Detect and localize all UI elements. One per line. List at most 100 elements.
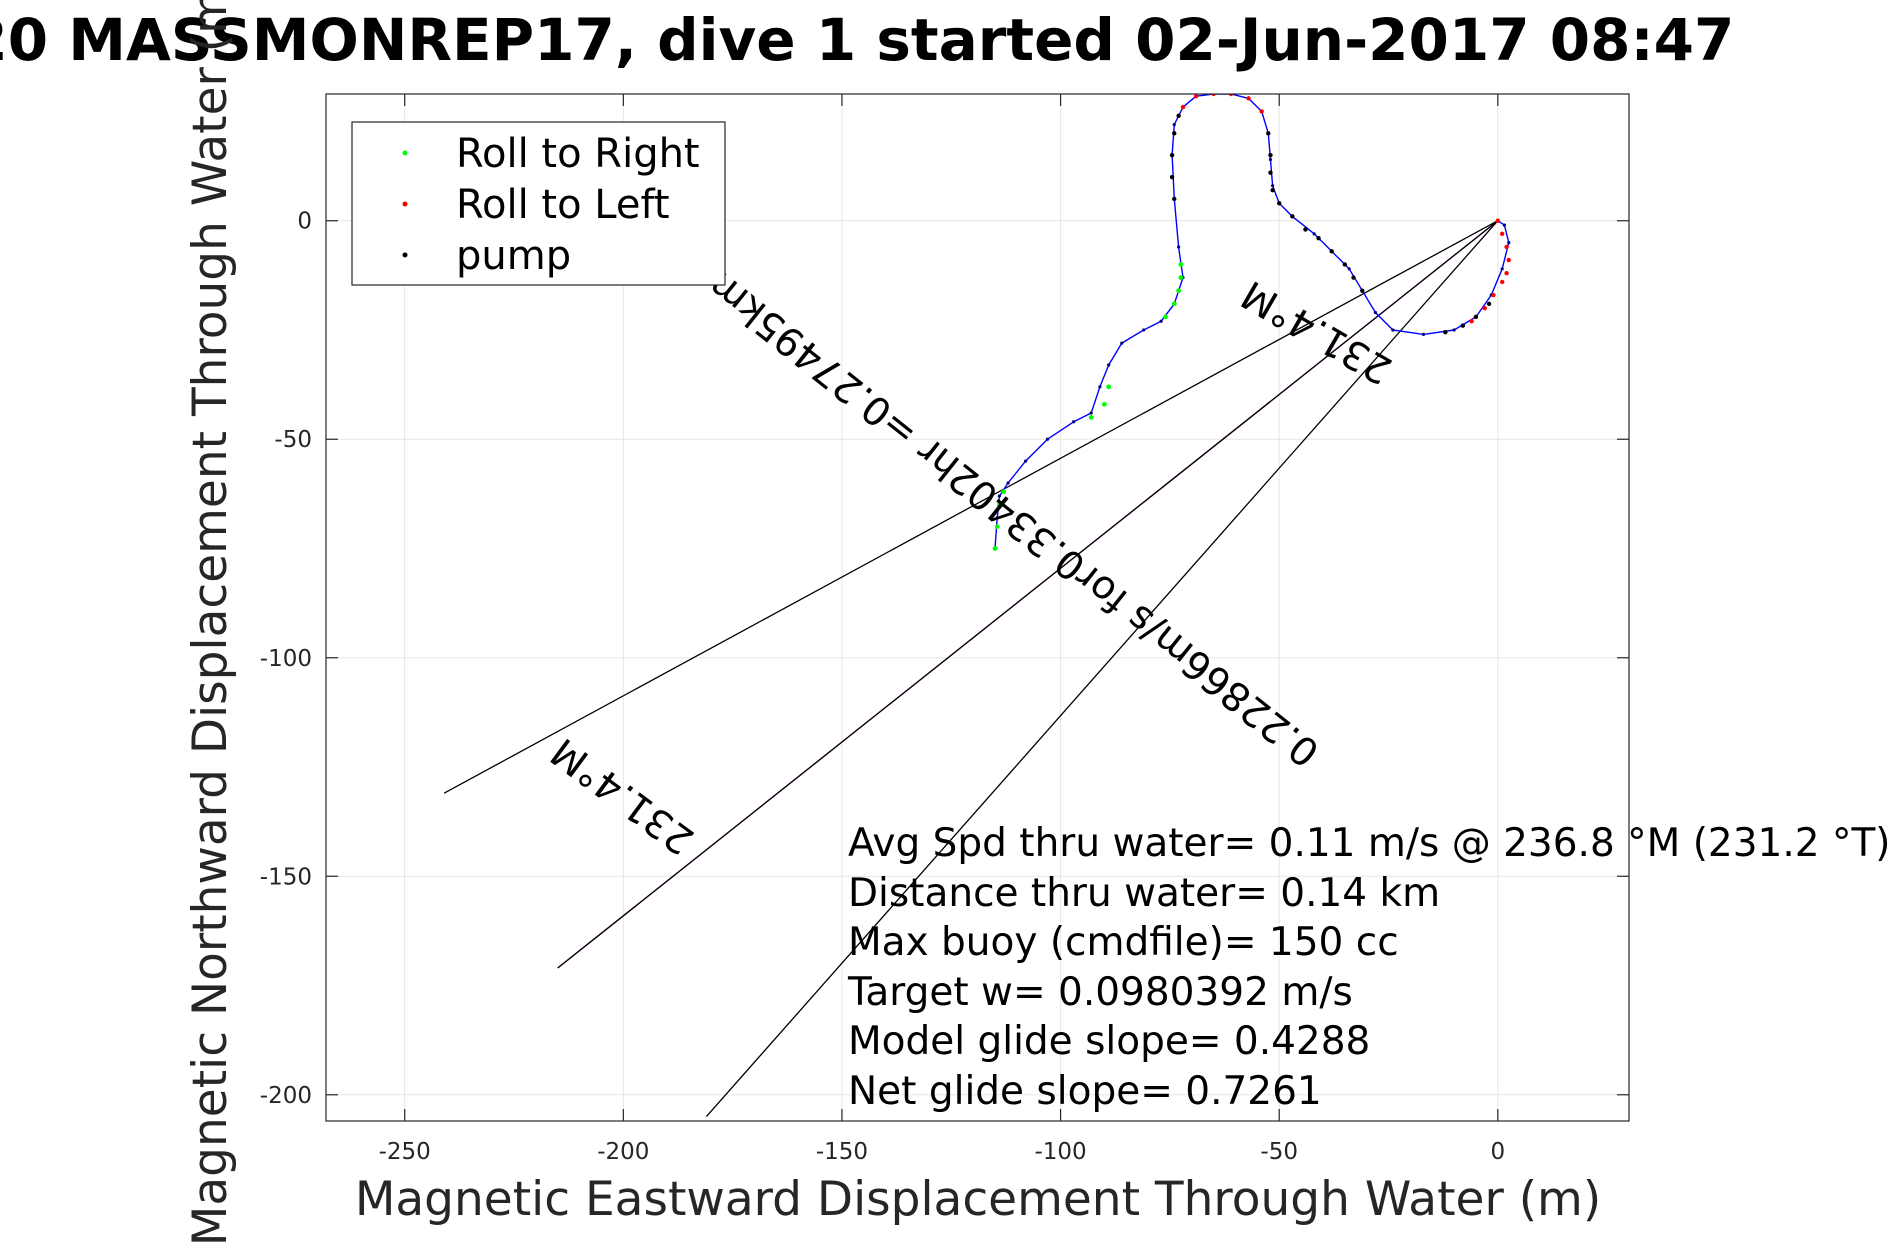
roll-left-point [1180,104,1186,110]
track-point [1347,267,1351,271]
pump-point [1169,152,1175,158]
roll-right-point [992,546,998,551]
track-point [1312,232,1316,236]
pump-point [1360,288,1365,293]
track-point [1452,328,1456,332]
pump-point [1268,170,1273,175]
roll-left-point [1469,319,1474,324]
legend: Roll to Right Roll to Left pump [351,121,726,286]
roll-right-point [1163,314,1168,320]
track-line [994,94,1510,549]
pump-point [1351,275,1356,280]
pump-point [1172,131,1177,136]
x-tick-label: -150 [816,1139,868,1165]
track-point [1271,184,1275,188]
track-point [1159,319,1163,323]
y-tick-label: -200 [260,1083,312,1109]
roll-right-point [1171,301,1177,307]
track-point [1391,328,1395,332]
annot-max-buoy: Max buoy (cmdfile)= 150 cc [848,920,1399,965]
pump-point [1473,314,1479,320]
y-axis-label: Magnetic Northward Displacement Through … [183,0,238,1246]
annot-model-glide: Model glide slope= 0.4288 [848,1019,1370,1064]
legend-marker-pump [402,252,408,258]
pump-point [1316,236,1321,241]
legend-label-roll-left: Roll to Left [456,182,670,228]
pump-point [1486,301,1492,306]
track-point [1023,459,1028,463]
pump-point [1169,174,1175,180]
annot-avg-speed: Avg Spd thru water= 0.11 m/s @ 236.8 °M … [848,821,1890,866]
pump-point [1460,323,1466,328]
y-tick-label: 0 [297,209,312,235]
legend-label-pump: pump [456,233,571,279]
y-tick-label: -150 [260,864,312,890]
x-tick-label: -100 [1034,1139,1086,1165]
roll-left-point [1504,270,1509,276]
legend-marker-roll-left [402,201,408,207]
x-axis: -250 -200 -150 -100 -50 0 [379,94,1506,1165]
x-axis-label: Magnetic Eastward Displacement Through W… [355,1172,1601,1227]
legend-label-roll-right: Roll to Right [456,131,700,177]
pump-point [1329,249,1334,254]
track-point [1421,332,1426,336]
roll-left-point [1506,257,1511,263]
roll-left-point [1193,94,1199,99]
track-point [1045,437,1050,441]
roll-right-point [1178,262,1184,267]
track [992,94,1511,551]
roll-right-point [1101,401,1107,407]
track-point [1500,267,1504,271]
pump-point [1270,187,1275,193]
annot-net-glide: Net glide slope= 0.7261 [848,1069,1322,1114]
grid [326,94,1629,1121]
chart-title: SG620 MASSMONREP17, dive 1 started 02-Ju… [0,6,1734,74]
track-point [1502,223,1506,227]
roll-left-point [1504,244,1509,250]
track-point [1089,411,1093,415]
plot-frame [325,93,1630,1122]
track-point [1507,240,1511,245]
track-point [1177,245,1181,249]
y-tick-label: -100 [260,646,312,672]
roll-left-point [1259,109,1264,114]
roll-left-point [1246,96,1251,101]
roll-right-point [1001,489,1007,495]
track-point [997,494,1001,498]
pump-point [1172,196,1177,202]
pump-point [1342,262,1347,267]
pump-point [1303,227,1308,232]
x-tick-label: 0 [1491,1139,1506,1165]
roll-left-point [1482,305,1487,311]
x-tick-label: -50 [1260,1139,1298,1165]
pump-point [1290,214,1295,219]
pump-point [1268,152,1273,158]
pump-point [1266,131,1271,136]
track-point [1172,122,1176,127]
track-point [1120,341,1124,345]
track-point [995,516,999,520]
roll-left-point [1499,231,1505,237]
reference-line-1 [443,220,1499,794]
track-point [1142,328,1146,332]
track-point [1072,420,1076,424]
roll-right-point [994,524,1000,530]
pump-point [1277,201,1282,206]
reference-line-2 [705,220,1499,1118]
pump-point [1176,113,1181,119]
x-tick-label: -250 [379,1139,431,1165]
legend-marker-roll-right [402,150,408,156]
track-point [1098,385,1102,389]
y-axis: -200 -150 -100 -50 0 [260,209,1629,1109]
y-tick-label: -50 [274,427,312,453]
roll-right-point [996,502,1002,508]
annot-distance: Distance thru water= 0.14 km [848,871,1440,916]
roll-left-point [1491,292,1496,298]
pump-point [1443,329,1448,335]
track-point [1373,310,1377,315]
roll-left-point [1499,279,1505,285]
legend-box [351,121,726,286]
summary-annotations: Avg Spd thru water= 0.11 m/s @ 236.8 °M … [847,821,1890,1114]
roll-right-point [1176,288,1182,294]
